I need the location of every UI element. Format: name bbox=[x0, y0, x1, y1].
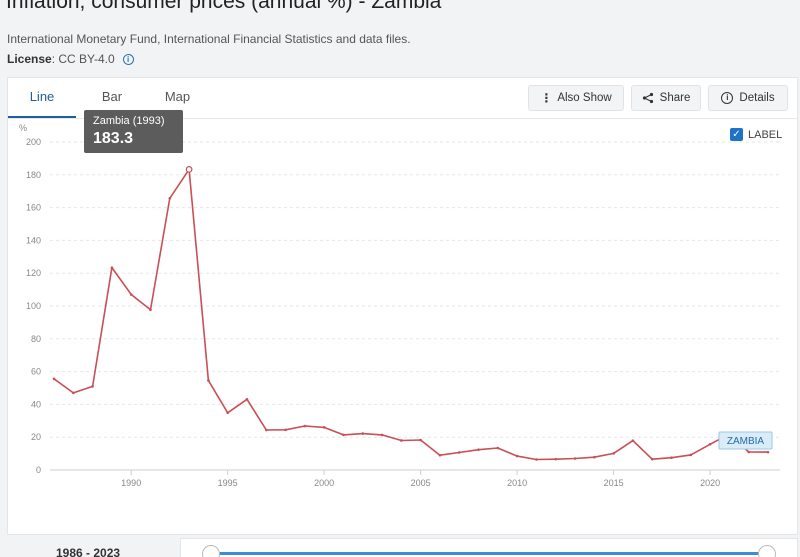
y-tick-label: 40 bbox=[31, 399, 41, 409]
info-icon[interactable]: i bbox=[122, 53, 134, 65]
data-point bbox=[264, 428, 268, 432]
license-label: License bbox=[7, 52, 52, 66]
series-end-label: ZAMBIA bbox=[727, 436, 765, 447]
data-point bbox=[419, 438, 422, 442]
data-point bbox=[52, 377, 56, 381]
y-tick-label: 60 bbox=[31, 367, 41, 377]
data-point bbox=[342, 433, 345, 437]
range-label: 1986 - 2023 bbox=[56, 546, 121, 557]
license-value: : CC BY-4.0 bbox=[51, 52, 115, 66]
data-point bbox=[284, 428, 287, 432]
data-point bbox=[650, 457, 654, 461]
y-tick-label: 0 bbox=[36, 465, 41, 475]
data-point bbox=[747, 450, 751, 454]
y-tick-label: 100 bbox=[26, 301, 41, 311]
chart-tabs: Line Bar Map bbox=[8, 78, 209, 118]
data-point bbox=[380, 433, 384, 437]
data-point bbox=[515, 454, 519, 458]
data-point bbox=[438, 453, 442, 457]
data-point bbox=[535, 458, 538, 461]
data-point bbox=[496, 446, 500, 450]
data-point bbox=[612, 452, 615, 455]
data-point bbox=[708, 442, 712, 446]
y-tick-label: 200 bbox=[26, 137, 41, 147]
data-point bbox=[71, 391, 75, 395]
chart-tooltip: Zambia (1993) 183.3 bbox=[84, 110, 183, 153]
data-point bbox=[168, 196, 172, 200]
data-point bbox=[322, 426, 326, 429]
tab-bar[interactable]: Bar bbox=[101, 89, 123, 104]
data-point bbox=[303, 424, 307, 428]
tooltip-name: Zambia (1993) bbox=[93, 115, 165, 127]
label-toggle-text: LABEL bbox=[748, 128, 783, 141]
info-icon: i bbox=[721, 92, 734, 104]
x-tick-label: 2000 bbox=[314, 478, 334, 488]
y-tick-label: 160 bbox=[26, 203, 41, 213]
tab-divider bbox=[8, 118, 797, 119]
data-point bbox=[457, 451, 461, 454]
line-chart: % 0 20 40 60 80 100 120 140 160 180 200 1990 1995 2000… bbox=[19, 123, 780, 488]
data-point bbox=[110, 266, 114, 269]
x-tick-label: 2015 bbox=[604, 478, 624, 488]
page-title: Inflation, consumer prices (annual %) - … bbox=[6, 0, 442, 13]
data-point bbox=[226, 411, 229, 415]
data-point bbox=[207, 379, 210, 382]
details-label: Details bbox=[739, 92, 775, 104]
source-text: International Monetary Fund, Internation… bbox=[7, 32, 411, 46]
y-tick-label: 120 bbox=[26, 268, 41, 278]
data-point bbox=[129, 293, 133, 296]
y-tick-label: 180 bbox=[26, 170, 41, 180]
data-point bbox=[766, 450, 770, 454]
share-icon bbox=[642, 92, 653, 104]
y-tick-label: 80 bbox=[31, 334, 41, 344]
data-point bbox=[631, 439, 635, 442]
data-point bbox=[554, 457, 558, 461]
license: License : CC BY-4.0 i bbox=[7, 52, 134, 66]
tooltip-value: 183.3 bbox=[93, 130, 134, 147]
data-point bbox=[361, 432, 365, 435]
details-button[interactable]: i Details bbox=[708, 85, 788, 111]
highlighted-point bbox=[185, 165, 193, 173]
range-handle-start[interactable] bbox=[202, 545, 220, 557]
series-end-label-box bbox=[718, 431, 773, 450]
data-point bbox=[245, 398, 249, 401]
label-toggle[interactable]: ✓ LABEL bbox=[730, 128, 782, 141]
x-tick-label: 2005 bbox=[411, 478, 431, 488]
more-vertical-icon: ⋮ bbox=[540, 91, 552, 105]
x-tick-label: 2020 bbox=[700, 478, 720, 488]
series-line-zambia bbox=[53, 168, 769, 461]
range-slider-track[interactable] bbox=[212, 552, 769, 555]
data-point bbox=[593, 455, 596, 459]
y-tick-label: 20 bbox=[31, 432, 41, 442]
tab-line[interactable]: Line bbox=[8, 78, 76, 118]
x-tick-label: 1995 bbox=[218, 478, 238, 488]
data-point bbox=[400, 439, 403, 442]
data-point bbox=[670, 456, 673, 460]
share-label: Share bbox=[659, 92, 691, 104]
y-axis-unit-label: % bbox=[19, 123, 27, 133]
checkbox-checked-icon[interactable]: ✓ bbox=[730, 128, 743, 141]
data-point bbox=[573, 457, 577, 460]
data-point bbox=[689, 453, 693, 457]
x-tick-label: 1990 bbox=[121, 478, 141, 488]
data-point bbox=[149, 308, 152, 312]
x-tick-label: 2010 bbox=[507, 478, 527, 488]
range-handle-end[interactable] bbox=[758, 545, 776, 557]
data-point bbox=[91, 385, 94, 388]
share-button[interactable]: Share bbox=[631, 85, 701, 111]
tab-map[interactable]: Map bbox=[164, 89, 191, 104]
data-point bbox=[477, 448, 480, 451]
also-show-button[interactable]: ⋮ Also Show bbox=[528, 85, 624, 111]
also-show-label: Also Show bbox=[557, 92, 612, 104]
y-tick-label: 140 bbox=[26, 235, 41, 245]
